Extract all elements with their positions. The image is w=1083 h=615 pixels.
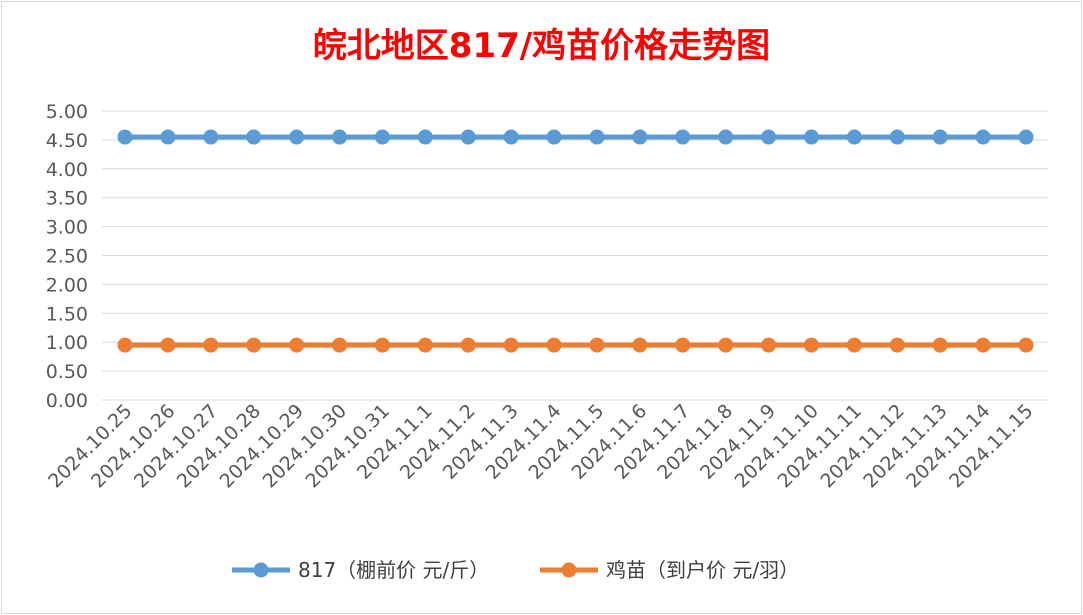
x-axis-ticks: 2024.10.252024.10.262024.10.272024.10.28… bbox=[44, 400, 1037, 492]
data-point bbox=[932, 129, 948, 145]
y-tick-label: 4.00 bbox=[46, 159, 88, 181]
data-point bbox=[289, 129, 305, 145]
legend-item-2: 鸡苗（到户价 元/羽） bbox=[540, 558, 799, 582]
y-tick-label: 1.00 bbox=[46, 332, 88, 354]
grid-lines bbox=[102, 110, 1048, 401]
data-point bbox=[546, 337, 562, 353]
y-tick-label: 3.50 bbox=[46, 188, 88, 210]
data-point bbox=[332, 337, 348, 353]
data-point bbox=[846, 337, 862, 353]
legend-marker bbox=[253, 562, 269, 578]
data-point bbox=[675, 337, 691, 353]
data-point bbox=[160, 129, 176, 145]
data-point bbox=[117, 337, 133, 353]
data-point bbox=[632, 337, 648, 353]
data-point bbox=[846, 129, 862, 145]
y-tick-label: 4.50 bbox=[46, 130, 88, 152]
data-point bbox=[117, 129, 133, 145]
data-point bbox=[160, 337, 176, 353]
data-point bbox=[460, 129, 476, 145]
data-point bbox=[203, 129, 219, 145]
data-point bbox=[503, 337, 519, 353]
y-axis-ticks: 0.00 0.50 1.00 1.50 2.00 2.50 3.00 3.50 4.00 4.50… bbox=[46, 101, 88, 412]
y-tick-label: 2.50 bbox=[46, 246, 88, 268]
legend: 817（棚前价 元/斤） 鸡苗（到户价 元/羽） bbox=[232, 558, 799, 582]
legend-item-1: 817（棚前价 元/斤） bbox=[232, 558, 489, 582]
data-point bbox=[889, 129, 905, 145]
series-layer bbox=[117, 129, 1034, 353]
data-point bbox=[675, 129, 691, 145]
data-point bbox=[203, 337, 219, 353]
data-point bbox=[632, 129, 648, 145]
data-point bbox=[589, 129, 605, 145]
data-point bbox=[718, 129, 734, 145]
chart-title: 皖北地区817/鸡苗价格走势图 bbox=[312, 26, 771, 66]
y-tick-label: 0.50 bbox=[46, 361, 88, 383]
data-point bbox=[417, 337, 433, 353]
data-point bbox=[246, 337, 262, 353]
data-point bbox=[975, 337, 991, 353]
series-2 bbox=[117, 337, 1034, 353]
data-point bbox=[1018, 129, 1034, 145]
legend-label: 鸡苗（到户价 元/羽） bbox=[606, 558, 799, 582]
data-point bbox=[332, 129, 348, 145]
data-point bbox=[889, 337, 905, 353]
y-tick-label: 1.50 bbox=[46, 303, 88, 325]
y-tick-label: 0.00 bbox=[46, 390, 88, 412]
data-point bbox=[417, 129, 433, 145]
data-point bbox=[1018, 337, 1034, 353]
data-point bbox=[803, 129, 819, 145]
data-point bbox=[761, 337, 777, 353]
series-1 bbox=[117, 129, 1034, 145]
data-point bbox=[546, 129, 562, 145]
data-point bbox=[589, 337, 605, 353]
legend-label: 817（棚前价 元/斤） bbox=[298, 558, 489, 582]
data-point bbox=[761, 129, 777, 145]
data-point bbox=[503, 129, 519, 145]
data-point bbox=[289, 337, 305, 353]
data-point bbox=[975, 129, 991, 145]
data-point bbox=[803, 337, 819, 353]
data-point bbox=[460, 337, 476, 353]
data-point bbox=[932, 337, 948, 353]
data-point bbox=[374, 129, 390, 145]
data-point bbox=[246, 129, 262, 145]
y-tick-label: 5.00 bbox=[46, 101, 88, 123]
y-tick-label: 2.00 bbox=[46, 274, 88, 296]
data-point bbox=[718, 337, 734, 353]
data-point bbox=[374, 337, 390, 353]
legend-marker bbox=[561, 562, 577, 578]
y-tick-label: 3.00 bbox=[46, 217, 88, 239]
